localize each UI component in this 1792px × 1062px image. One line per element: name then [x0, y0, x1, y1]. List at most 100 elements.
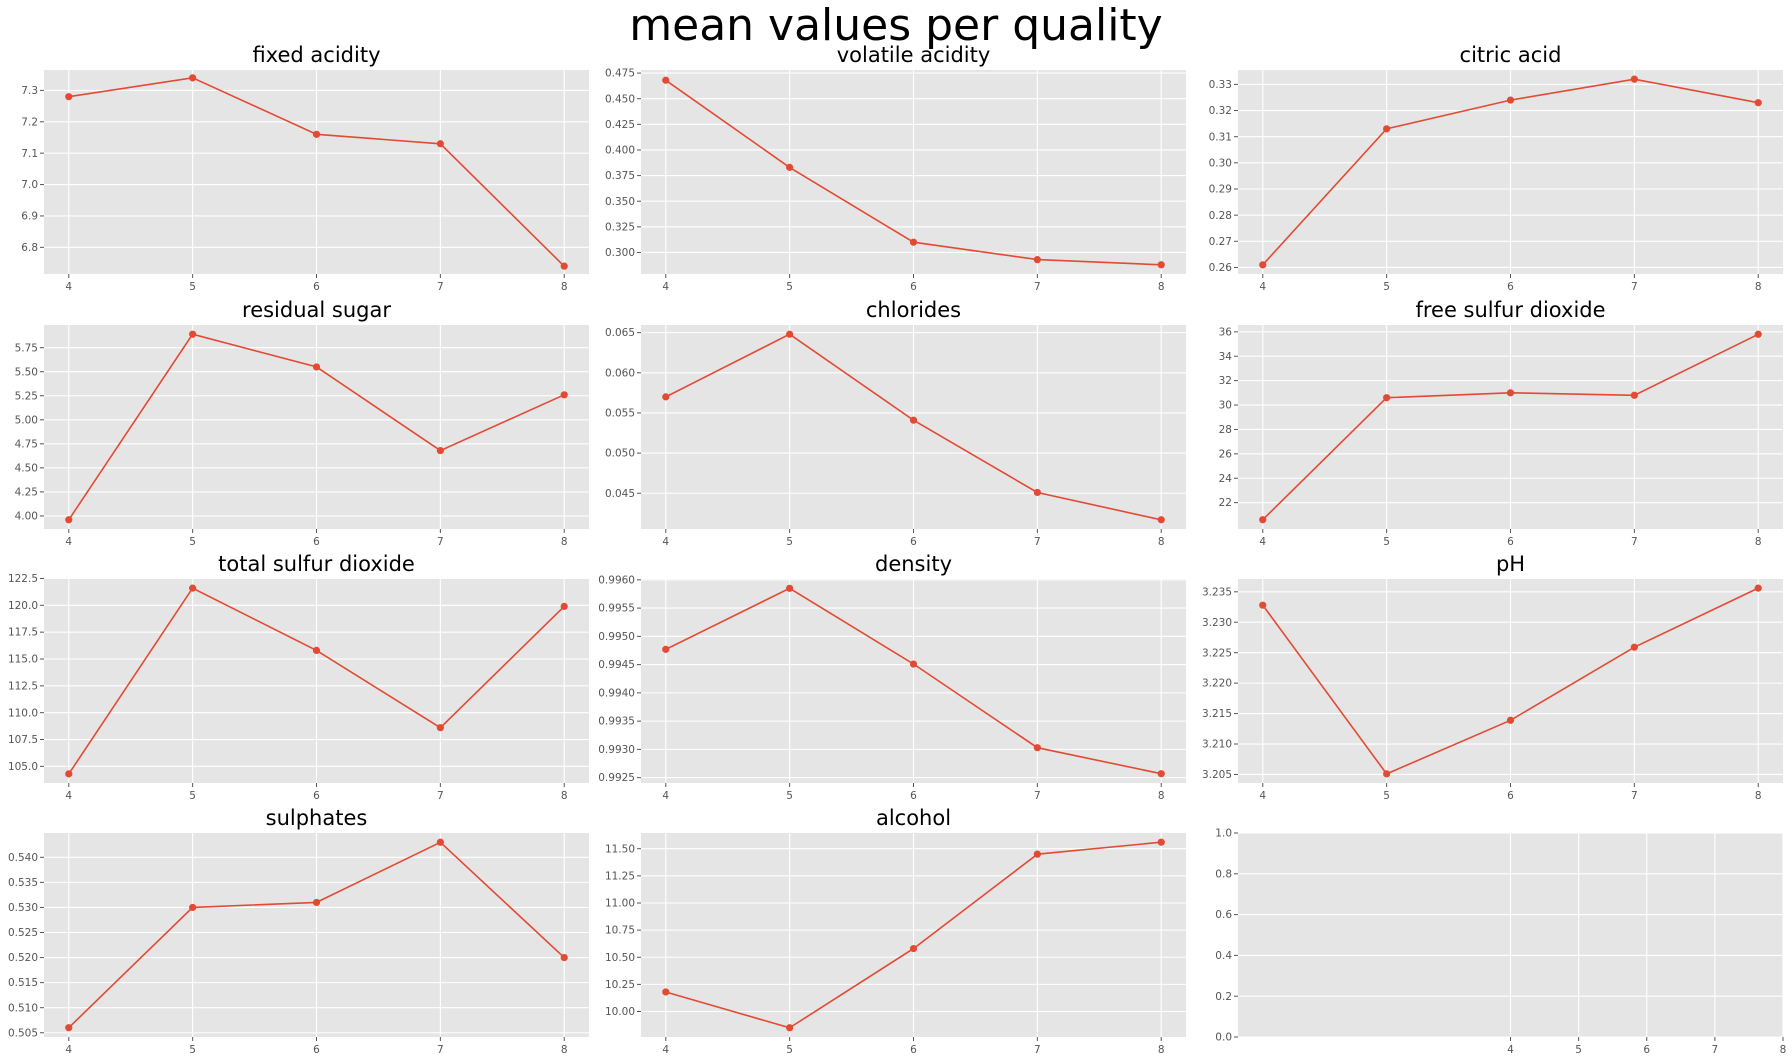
tick-label-y: 32 — [1219, 375, 1232, 387]
tick-label-x: 5 — [786, 281, 793, 293]
tick-label-x: 4 — [662, 1044, 669, 1056]
tick-label-y: 3.230 — [1202, 617, 1232, 629]
subplot-title: pH — [1496, 552, 1525, 576]
tick-label-y: 0.535 — [8, 877, 38, 889]
data-point — [436, 140, 444, 148]
tick-label-y: 0.9955 — [598, 603, 635, 615]
tick-label-x: 6 — [313, 281, 320, 293]
subplot-11: 10.00 10.25 10.50 10.75 11.00 11.25 11.50 4 5 6 7 8… — [605, 806, 1186, 1056]
tick-label-y: 26 — [1219, 448, 1233, 460]
tick-label-y: 3.220 — [1202, 678, 1232, 690]
data-point — [1506, 96, 1515, 104]
tick-label-x: 4 — [65, 790, 72, 802]
tick-label-y: 0.2 — [1215, 991, 1232, 1003]
subplot-6: 22 24 26 28 30 32 34 36 4 5 6 7 8 free sulfur dioxide — [1219, 298, 1783, 548]
tick-label-x: 6 — [910, 1044, 917, 1056]
tick-label-x: 8 — [1755, 536, 1762, 548]
tick-label-y: 10.75 — [605, 925, 635, 937]
data-point — [1157, 770, 1165, 778]
tick-label-y: 24 — [1219, 473, 1233, 485]
tick-label-y: 28 — [1219, 424, 1232, 436]
tick-label-x: 8 — [561, 1044, 568, 1056]
tick-label-x: 5 — [189, 1044, 196, 1056]
tick-label-x: 8 — [1158, 1044, 1165, 1056]
tick-label-y: 0.325 — [605, 221, 635, 233]
tick-label-y: 7.2 — [21, 116, 38, 128]
data-point — [436, 446, 444, 455]
tick-label-y: 0.30 — [1209, 157, 1232, 169]
tick-label-x: 5 — [786, 536, 793, 548]
tick-label-y: 3.225 — [1202, 647, 1232, 659]
tick-label-y: 0.9940 — [598, 687, 635, 699]
subplot-title: fixed acidity — [252, 43, 380, 67]
tick-label-y: 6.8 — [21, 242, 38, 254]
tick-label-y: 0.520 — [8, 952, 38, 964]
data-point — [312, 130, 321, 138]
tick-label-x: 6 — [910, 536, 917, 548]
tick-label-y: 0.4 — [1215, 950, 1232, 962]
data-point — [560, 391, 568, 399]
data-point — [1630, 391, 1638, 399]
tick-label-x: 5 — [189, 281, 196, 293]
tick-label-y: 0.515 — [8, 977, 38, 989]
tick-label-x: 7 — [1034, 1044, 1041, 1056]
tick-label-x: 4 — [1259, 281, 1266, 293]
data-point — [312, 646, 321, 655]
data-point — [312, 898, 321, 907]
tick-label-x: 7 — [1034, 790, 1041, 802]
subplot-title: chlorides — [866, 298, 961, 322]
tick-label-y: 0.9960 — [598, 574, 635, 586]
tick-label-y: 107.5 — [8, 734, 38, 746]
tick-label-x: 6 — [1643, 1044, 1650, 1056]
tick-label-x: 4 — [662, 536, 669, 548]
data-point — [1383, 125, 1391, 133]
data-point — [1630, 643, 1638, 651]
data-point — [1157, 261, 1165, 269]
tick-label-y: 0.0 — [1215, 1032, 1232, 1044]
data-point — [1259, 516, 1267, 524]
data-point — [1033, 850, 1041, 858]
tick-label-x: 8 — [561, 281, 568, 293]
tick-label-y: 3.215 — [1202, 708, 1232, 720]
tick-label-y: 4.25 — [15, 486, 38, 498]
tick-label-y: 112.5 — [8, 680, 38, 692]
tick-label-x: 6 — [1507, 536, 1514, 548]
subplot-title: alcohol — [876, 806, 951, 830]
tick-label-x: 4 — [65, 281, 72, 293]
data-point — [662, 988, 670, 996]
tick-label-x: 7 — [1631, 281, 1638, 293]
tick-label-y: 0.050 — [605, 448, 635, 460]
data-point — [65, 1024, 73, 1032]
tick-label-y: 115.0 — [8, 654, 38, 666]
tick-label-y: 0.29 — [1209, 184, 1232, 196]
data-point — [1157, 838, 1165, 846]
tick-label-x: 4 — [662, 790, 669, 802]
tick-label-x: 7 — [437, 281, 444, 293]
tick-label-x: 7 — [1034, 536, 1041, 548]
tick-label-x: 5 — [189, 536, 196, 548]
subplot-3: 0.26 0.27 0.28 0.29 0.30 0.31 0.32 0.33 4 5 6 7 8 cit… — [1209, 43, 1783, 293]
tick-label-y: 0.505 — [8, 1027, 38, 1039]
data-point — [1033, 744, 1041, 752]
subplot-12: 0.0 0.2 0.4 0.6 0.8 1.0 4 5 6 7 8 — [1215, 828, 1786, 1056]
data-point — [1506, 716, 1515, 724]
tick-label-x: 7 — [1712, 1044, 1719, 1056]
tick-label-x: 8 — [1158, 281, 1165, 293]
tick-label-y: 0.9950 — [598, 631, 635, 643]
tick-label-x: 6 — [313, 790, 320, 802]
data-point — [1630, 75, 1638, 83]
tick-label-y: 0.32 — [1209, 105, 1232, 117]
data-point — [1033, 488, 1041, 497]
data-point — [1033, 256, 1041, 264]
tick-label-x: 4 — [65, 1044, 72, 1056]
tick-label-y: 0.9935 — [598, 716, 635, 728]
tick-label-x: 8 — [561, 790, 568, 802]
data-point — [1259, 601, 1267, 609]
subplot-8: 0.9925 0.9930 0.9935 0.9940 0.9945 0.9950 0.99… — [598, 552, 1186, 802]
tick-label-y: 4.50 — [15, 462, 38, 474]
tick-label-y: 0.525 — [8, 927, 38, 939]
tick-label-y: 117.5 — [8, 627, 38, 639]
subplot-10: 0.505 0.510 0.515 0.520 0.525 0.530 0.535 0.540… — [8, 806, 589, 1056]
data-point — [65, 93, 73, 101]
data-point — [909, 944, 918, 953]
